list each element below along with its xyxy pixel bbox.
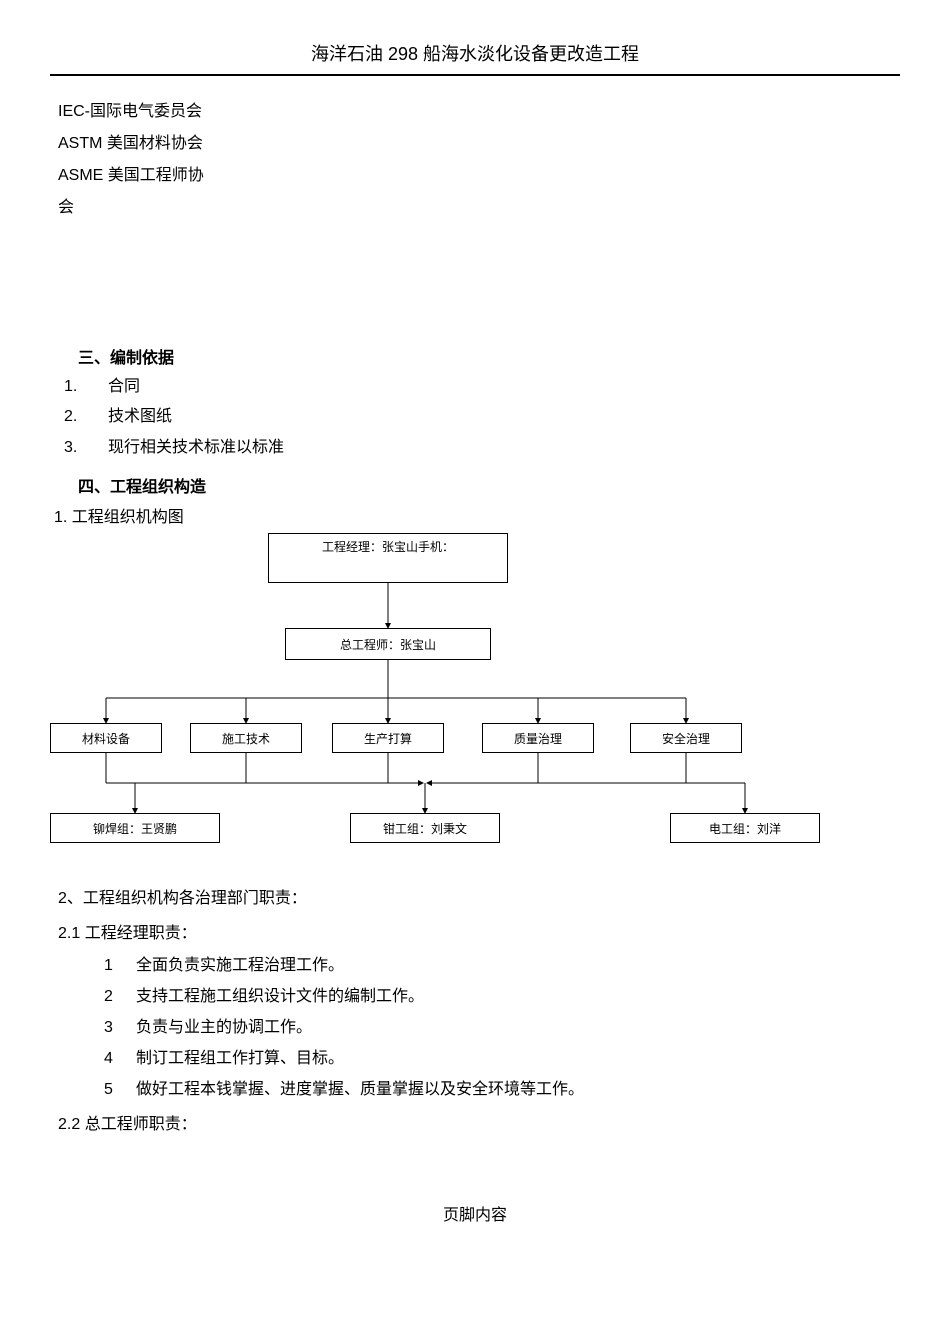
intro-line: ASTM 美国材料协会 — [58, 128, 900, 160]
node-quality: 质量治理 — [482, 723, 594, 753]
node-label: 钳工组：刘秉文 — [383, 820, 467, 837]
item-text: 技术图纸 — [108, 402, 172, 432]
item-text: 制订工程组工作打算、目标。 — [136, 1043, 344, 1074]
org-chart: 工程经理：张宝山手机： 总工程师：张宝山 材料设备 施工技术 生产打算 质量治理… — [50, 533, 870, 863]
node-label: 质量治理 — [514, 730, 562, 747]
node-label: 施工技术 — [222, 730, 270, 747]
node-label: 材料设备 — [82, 730, 130, 747]
page-footer: 页脚内容 — [50, 1201, 900, 1225]
item-text: 支持工程施工组织设计文件的编制工作。 — [136, 981, 424, 1012]
section4-title: 四、工程组织构造 — [50, 473, 900, 497]
item-text: 负责与业主的协调工作。 — [136, 1012, 312, 1043]
section3-list: 1. 合同 2. 技术图纸 3. 现行相关技术标准以标准 — [50, 372, 900, 463]
item-text: 现行相关技术标准以标准 — [108, 433, 284, 463]
node-label: 铆焊组：王贤鹏 — [93, 820, 177, 837]
responsibilities: 2、工程组织机构各治理部门职责： 2.1 工程经理职责： 1 全面负责实施工程治… — [50, 883, 900, 1141]
header-title: 海洋石油 298 船海水淡化设备更改造工程 — [311, 44, 639, 64]
node-manager: 工程经理：张宝山手机： — [268, 533, 508, 583]
list-item: 3. 现行相关技术标准以标准 — [64, 433, 900, 463]
node-label: 工程经理：张宝山手机： — [322, 538, 454, 555]
item-number: 5 — [104, 1074, 136, 1105]
item-number: 3. — [64, 433, 108, 463]
resp-subheading: 2.2 总工程师职责： — [58, 1109, 900, 1140]
resp-item: 4 制订工程组工作打算、目标。 — [58, 1043, 900, 1074]
item-number: 1. — [64, 372, 108, 402]
orgchart-caption: 1. 工程组织机构图 — [54, 503, 184, 527]
node-fitter-team: 钳工组：刘秉文 — [350, 813, 500, 843]
item-number: 4 — [104, 1043, 136, 1074]
item-text: 合同 — [108, 372, 140, 402]
page-header: 海洋石油 298 船海水淡化设备更改造工程 — [50, 40, 900, 76]
node-label: 电工组：刘洋 — [709, 820, 781, 837]
node-weld-team: 铆焊组：王贤鹏 — [50, 813, 220, 843]
node-electric-team: 电工组：刘洋 — [670, 813, 820, 843]
resp-item: 1 全面负责实施工程治理工作。 — [58, 950, 900, 981]
resp-item: 2 支持工程施工组织设计文件的编制工作。 — [58, 981, 900, 1012]
resp-item: 5 做好工程本钱掌握、进度掌握、质量掌握以及安全环境等工作。 — [58, 1074, 900, 1105]
item-text: 全面负责实施工程治理工作。 — [136, 950, 344, 981]
item-number: 3 — [104, 1012, 136, 1043]
intro-block: IEC-国际电气委员会 ASTM 美国材料协会 ASME 美国工程师协 会 — [50, 96, 900, 224]
resp-subheading: 2.1 工程经理职责： — [58, 918, 900, 949]
resp-heading: 2、工程组织机构各治理部门职责： — [58, 883, 900, 914]
footer-text: 页脚内容 — [443, 1207, 507, 1224]
resp-item: 3 负责与业主的协调工作。 — [58, 1012, 900, 1043]
item-number: 2. — [64, 402, 108, 432]
intro-line: 会 — [58, 192, 900, 224]
item-number: 2 — [104, 981, 136, 1012]
node-safety: 安全治理 — [630, 723, 742, 753]
section3-title: 三、编制依据 — [50, 344, 900, 368]
node-label: 安全治理 — [662, 730, 710, 747]
list-item: 1. 合同 — [64, 372, 900, 402]
node-materials: 材料设备 — [50, 723, 162, 753]
intro-line: IEC-国际电气委员会 — [58, 96, 900, 128]
list-item: 2. 技术图纸 — [64, 402, 900, 432]
intro-line: ASME 美国工程师协 — [58, 160, 900, 192]
item-text: 做好工程本钱掌握、进度掌握、质量掌握以及安全环境等工作。 — [136, 1074, 584, 1105]
node-label: 生产打算 — [364, 730, 412, 747]
node-production: 生产打算 — [332, 723, 444, 753]
node-tech: 施工技术 — [190, 723, 302, 753]
node-label: 总工程师：张宝山 — [340, 636, 436, 653]
node-chief: 总工程师：张宝山 — [285, 628, 491, 660]
item-number: 1 — [104, 950, 136, 981]
